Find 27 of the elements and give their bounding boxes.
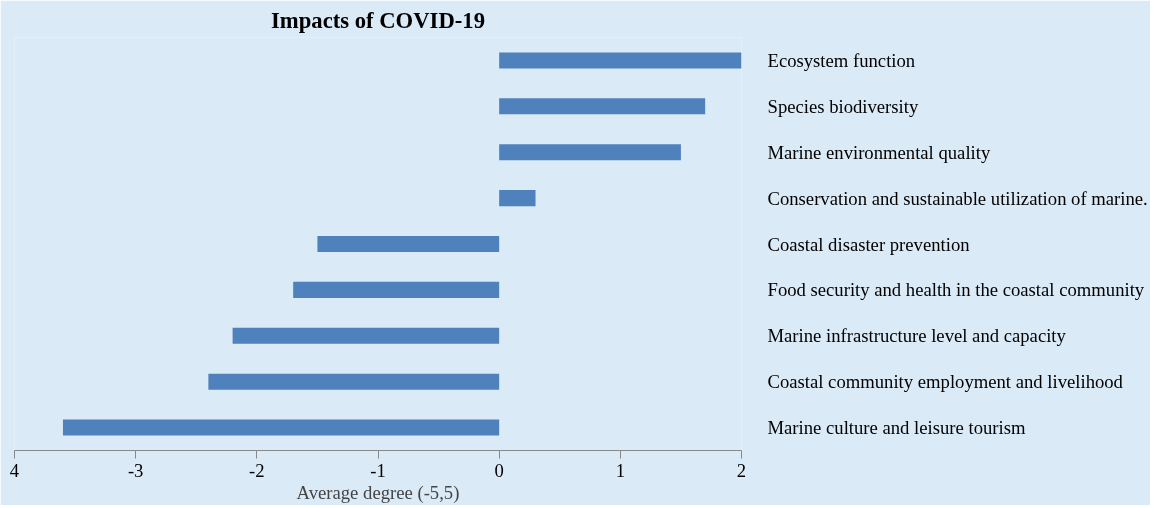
x-tick-label: -2 [249,459,265,481]
y-tick-label: Food security and health in the coastal community [767,279,1145,301]
y-tick-label: Marine infrastructure level and capacity [767,325,1067,347]
bar [499,98,706,115]
bar [317,235,500,253]
bar [293,281,500,298]
y-tick-label: Marine environmental quality [767,141,991,163]
bar [208,373,500,390]
bar [499,190,536,207]
y-tick-label: Coastal disaster prevention [767,233,971,255]
bar [62,419,500,436]
x-tick-label: 1 [615,459,625,481]
x-tick-label: -3 [127,459,144,481]
x-tick-label: 4 [9,459,20,481]
bar [499,144,681,161]
x-tick-label: 0 [494,459,504,481]
y-tick-label: Marine culture and leisure tourism [767,417,1026,439]
bar [232,327,500,344]
y-tick-label: Ecosystem function [767,49,916,71]
y-tick-label: Coastal community employment and livelihood [767,371,1124,393]
bar [499,52,742,69]
y-tick-label: Species biodiversity [767,95,919,117]
chart-title: Impacts of COVID-19 [271,7,485,33]
x-tick-label: -1 [370,459,386,481]
y-tick-label: Conservation and sustainable utilization of marine. [767,187,1148,209]
x-axis-title: Average degree (-5,5) [296,481,460,504]
x-tick-label: 2 [736,459,747,481]
